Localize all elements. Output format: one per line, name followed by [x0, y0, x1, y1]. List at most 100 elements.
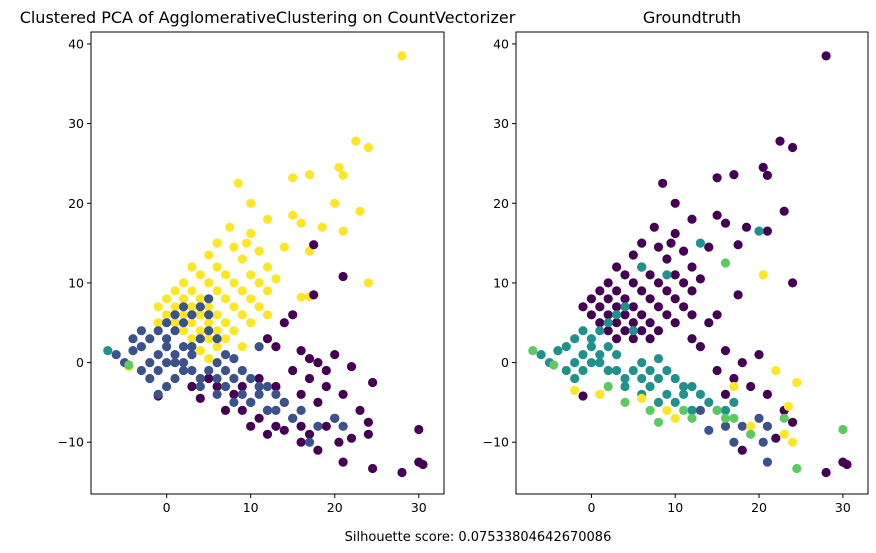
scatter-point	[153, 389, 163, 399]
scatter-point	[246, 421, 256, 431]
scatter-point	[729, 437, 739, 447]
scatter-point	[679, 246, 689, 256]
scatter-point	[620, 326, 630, 336]
scatter-point	[220, 381, 231, 392]
scatter-point	[262, 214, 273, 224]
scatter-point	[662, 270, 672, 280]
scatter-point	[612, 365, 622, 376]
scatter-point	[637, 286, 647, 296]
scatter-point	[162, 310, 172, 320]
scatter-point	[204, 334, 214, 344]
scatter-point	[111, 350, 121, 360]
scatter-point	[178, 278, 189, 288]
scatter-point	[153, 326, 163, 336]
scatter-point	[397, 467, 407, 478]
scatter-point	[720, 346, 731, 356]
scatter-point	[733, 290, 743, 300]
scatter-point	[170, 302, 180, 312]
y-tick-label: 40	[493, 36, 509, 51]
scatter-point	[653, 302, 664, 312]
scatter-point	[128, 334, 138, 344]
y-tick-label: 30	[68, 116, 84, 131]
scatter-point	[653, 242, 664, 252]
scatter-point	[237, 342, 247, 352]
scatter-point	[762, 170, 773, 180]
scatter-point	[679, 405, 689, 415]
scatter-point	[612, 334, 622, 344]
scatter-point	[254, 342, 264, 352]
scatter-point	[779, 206, 789, 216]
scatter-point	[687, 214, 697, 224]
scatter-point	[178, 326, 189, 336]
scatter-point	[330, 198, 340, 208]
scatter-point	[195, 334, 205, 344]
scatter-point	[254, 381, 264, 392]
y-tick-label: −10	[483, 435, 509, 450]
scatter-point	[612, 302, 622, 312]
scatter-point	[687, 310, 697, 320]
scatter-point	[195, 294, 205, 304]
scatter-point	[758, 162, 768, 172]
scatter-point	[262, 262, 273, 272]
scatter-point	[187, 286, 197, 296]
scatter-point	[586, 342, 597, 352]
scatter-point	[603, 381, 613, 392]
scatter-point	[321, 365, 331, 376]
scatter-point	[649, 222, 659, 232]
scatter-point	[783, 401, 794, 411]
scatter-point	[704, 318, 714, 328]
scatter-point	[338, 226, 348, 236]
scatter-point	[212, 334, 222, 344]
scatter-point	[712, 365, 722, 376]
scatter-point	[246, 198, 256, 208]
scatter-point	[612, 310, 622, 320]
scatter-point	[612, 262, 622, 272]
scatter-point	[662, 254, 672, 264]
scatter-point	[237, 286, 247, 296]
scatter-point	[670, 373, 680, 384]
x-tick-label: 20	[327, 500, 343, 515]
scatter-point	[296, 421, 306, 431]
scatter-point	[262, 405, 273, 415]
scatter-point	[741, 222, 752, 232]
scatter-point	[578, 350, 588, 360]
scatter-point	[304, 170, 315, 180]
scatter-point	[586, 294, 597, 304]
scatter-point	[528, 346, 538, 356]
scatter-point	[330, 413, 340, 423]
scatter-point	[170, 286, 180, 296]
scatter-point	[220, 334, 231, 344]
scatter-point	[603, 310, 613, 320]
scatter-point	[578, 391, 588, 401]
scatter-point	[229, 242, 239, 252]
scatter-point	[620, 270, 630, 280]
scatter-point	[595, 302, 605, 312]
scatter-point	[603, 294, 613, 304]
scatter-point	[746, 421, 756, 431]
scatter-point	[695, 405, 706, 415]
scatter-point	[704, 425, 714, 435]
scatter-point	[220, 318, 231, 328]
scatter-point	[262, 334, 273, 344]
scatter-point	[246, 318, 256, 328]
scatter-point	[679, 278, 689, 288]
left-points-layer	[103, 51, 428, 478]
scatter-point	[662, 286, 672, 296]
scatter-point	[288, 413, 298, 423]
scatter-point	[712, 173, 722, 183]
left-axes-frame	[90, 31, 445, 495]
scatter-point	[204, 278, 214, 288]
scatter-point	[334, 437, 344, 447]
scatter-point	[233, 178, 243, 188]
scatter-point	[720, 405, 731, 415]
scatter-point	[204, 318, 214, 328]
scatter-point	[704, 397, 714, 407]
scatter-point	[128, 346, 138, 356]
scatter-point	[355, 206, 365, 216]
x-tick-label: 30	[835, 500, 851, 515]
scatter-point	[662, 365, 672, 376]
scatter-point	[637, 358, 647, 368]
scatter-point	[254, 373, 264, 384]
scatter-point	[729, 397, 739, 407]
